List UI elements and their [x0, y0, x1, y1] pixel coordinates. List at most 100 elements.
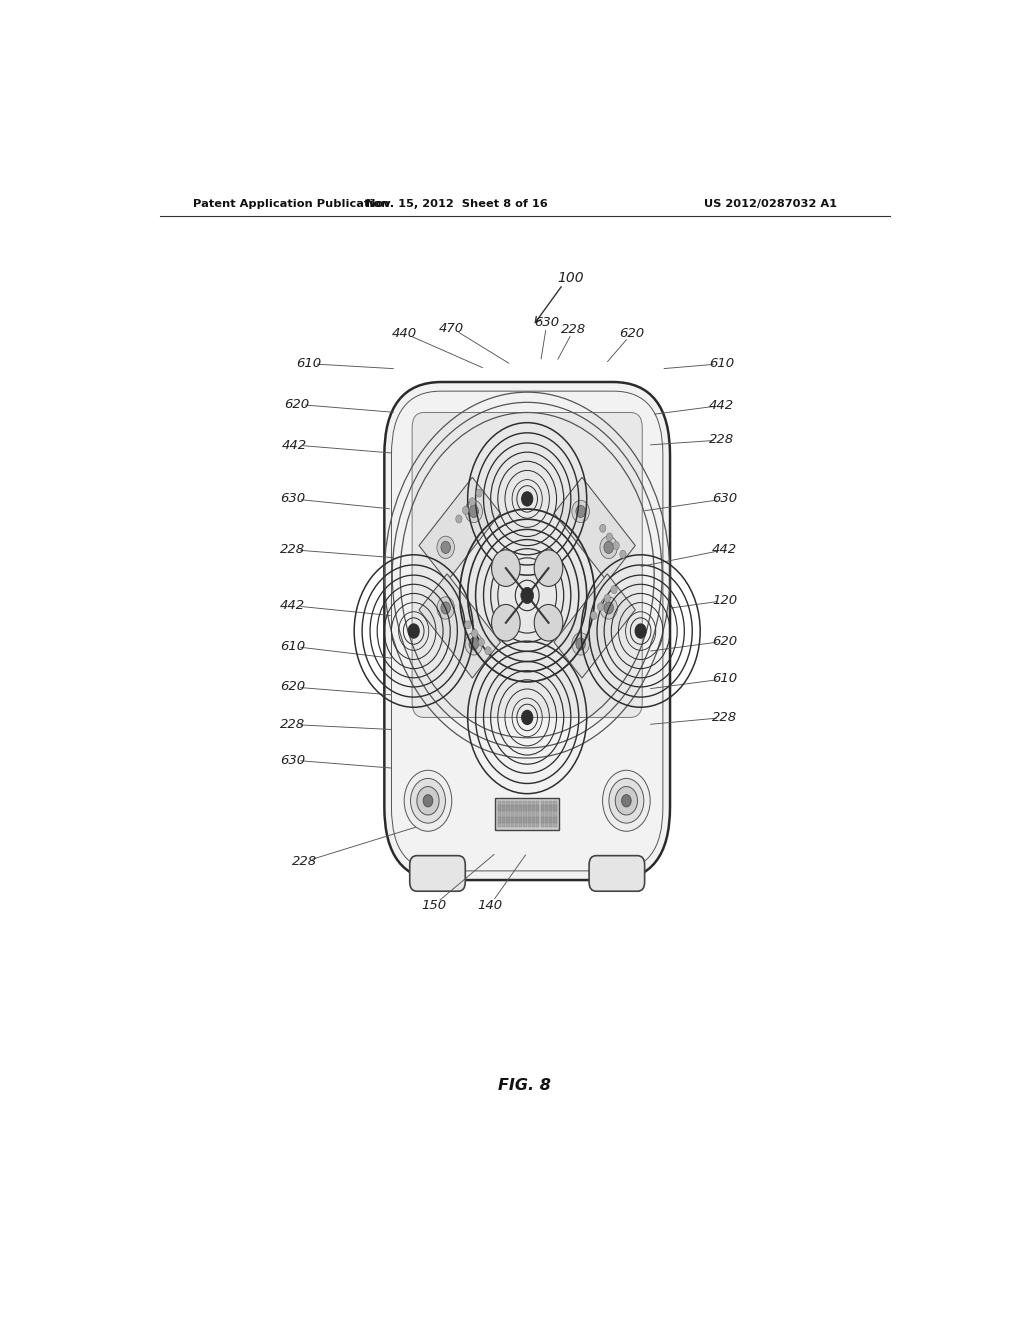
FancyBboxPatch shape — [412, 412, 642, 718]
Bar — [541, 817, 544, 824]
Bar — [553, 817, 557, 824]
Text: 442: 442 — [709, 399, 734, 412]
Bar — [511, 801, 514, 828]
Circle shape — [613, 541, 620, 549]
Circle shape — [423, 795, 433, 807]
Bar — [519, 801, 522, 828]
Polygon shape — [554, 478, 635, 582]
Bar — [506, 801, 510, 828]
Bar — [498, 801, 501, 828]
Circle shape — [441, 602, 451, 614]
Text: 630: 630 — [535, 315, 559, 329]
Circle shape — [571, 632, 590, 655]
Circle shape — [417, 787, 439, 814]
Text: 228: 228 — [280, 544, 305, 556]
Bar — [519, 805, 522, 810]
Bar — [523, 801, 526, 828]
Text: 442: 442 — [713, 544, 737, 556]
Circle shape — [478, 638, 484, 647]
Bar — [549, 801, 552, 828]
Circle shape — [469, 498, 475, 506]
FancyBboxPatch shape — [384, 381, 670, 880]
Text: 610: 610 — [713, 672, 737, 685]
Bar — [527, 801, 530, 828]
Circle shape — [521, 587, 534, 603]
Text: 470: 470 — [439, 322, 464, 335]
FancyBboxPatch shape — [410, 855, 465, 891]
Polygon shape — [419, 574, 501, 678]
Circle shape — [604, 602, 613, 614]
Circle shape — [437, 536, 455, 558]
Circle shape — [521, 710, 532, 725]
Circle shape — [485, 647, 492, 655]
Circle shape — [463, 507, 469, 515]
Text: 442: 442 — [280, 599, 305, 612]
Text: 228: 228 — [709, 433, 734, 446]
Text: 150: 150 — [421, 899, 446, 912]
Circle shape — [465, 632, 482, 655]
Circle shape — [535, 605, 563, 642]
Bar — [515, 817, 518, 824]
Bar — [515, 805, 518, 810]
Circle shape — [492, 605, 520, 642]
Bar — [553, 801, 557, 828]
Text: 620: 620 — [620, 327, 644, 339]
Circle shape — [409, 624, 419, 638]
Bar — [511, 805, 514, 810]
Text: 140: 140 — [477, 899, 503, 912]
Text: 620: 620 — [280, 680, 305, 693]
Text: 228: 228 — [561, 322, 587, 335]
Circle shape — [471, 630, 478, 638]
Text: Nov. 15, 2012  Sheet 8 of 16: Nov. 15, 2012 Sheet 8 of 16 — [367, 199, 548, 209]
Bar — [549, 805, 552, 810]
Bar — [496, 797, 559, 830]
Text: 120: 120 — [713, 594, 737, 607]
Bar — [545, 817, 548, 824]
Text: 228: 228 — [292, 855, 316, 869]
Text: US 2012/0287032 A1: US 2012/0287032 A1 — [705, 199, 838, 209]
Text: 630: 630 — [713, 492, 737, 506]
Bar — [537, 805, 540, 810]
Text: 610: 610 — [296, 358, 322, 370]
Bar — [527, 805, 530, 810]
Circle shape — [591, 611, 597, 619]
Bar — [523, 817, 526, 824]
Text: 630: 630 — [280, 754, 305, 767]
Circle shape — [620, 550, 626, 558]
Circle shape — [465, 620, 471, 628]
Text: 630: 630 — [281, 492, 305, 506]
Bar — [506, 817, 510, 824]
Bar — [532, 805, 536, 810]
Circle shape — [575, 506, 586, 517]
Bar — [545, 801, 548, 828]
Bar — [515, 801, 518, 828]
Bar — [506, 805, 510, 810]
Text: 610: 610 — [280, 640, 305, 653]
Bar — [553, 805, 557, 810]
Circle shape — [604, 541, 613, 553]
Circle shape — [615, 787, 638, 814]
Polygon shape — [419, 478, 501, 582]
Circle shape — [602, 771, 650, 832]
Bar — [502, 805, 505, 810]
Text: 228: 228 — [713, 711, 737, 723]
Polygon shape — [554, 574, 635, 678]
Circle shape — [469, 638, 478, 649]
Text: FIG. 8: FIG. 8 — [499, 1078, 551, 1093]
Circle shape — [469, 506, 478, 517]
Circle shape — [476, 488, 482, 498]
Bar — [502, 817, 505, 824]
Circle shape — [609, 779, 644, 824]
Bar — [498, 817, 501, 824]
Text: 620: 620 — [285, 397, 309, 411]
Bar — [545, 805, 548, 810]
Circle shape — [575, 638, 586, 649]
Bar — [511, 817, 514, 824]
Text: 442: 442 — [282, 438, 307, 451]
FancyBboxPatch shape — [589, 855, 645, 891]
Circle shape — [456, 515, 462, 523]
Circle shape — [604, 594, 610, 602]
Circle shape — [411, 779, 445, 824]
Bar — [502, 801, 505, 828]
Circle shape — [597, 603, 604, 611]
